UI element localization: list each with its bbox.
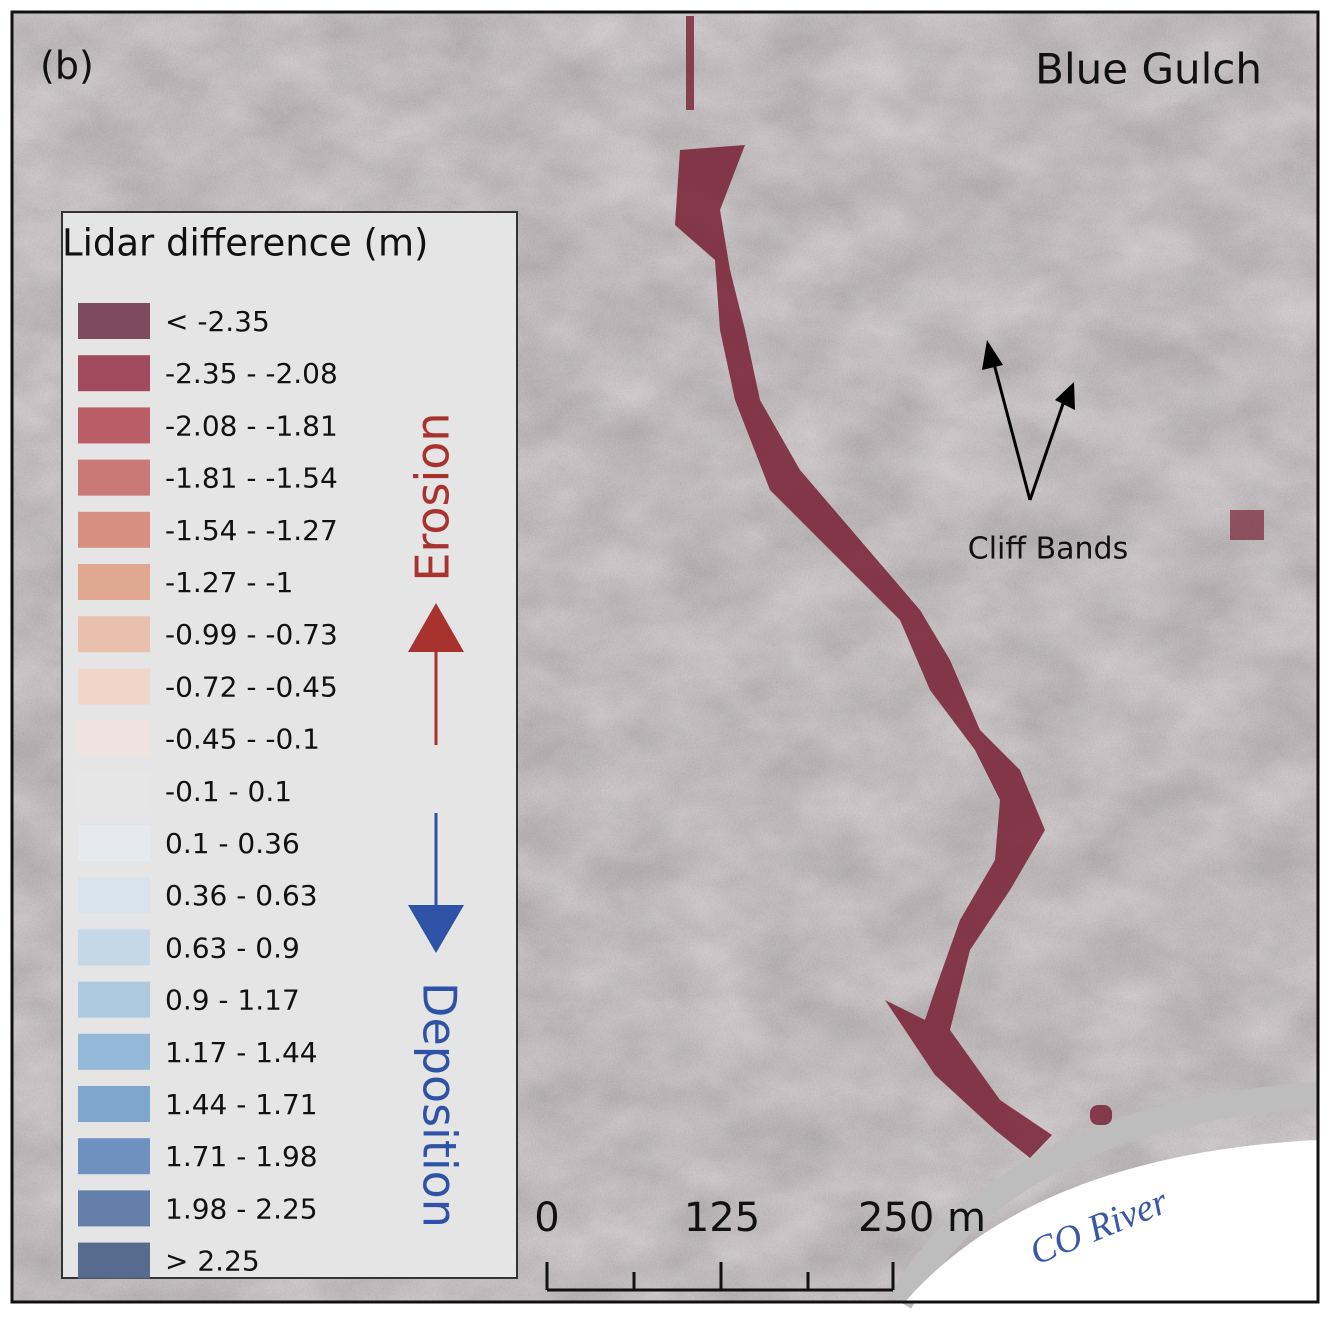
legend-label: 1.71 - 1.98 <box>165 1140 318 1173</box>
legend-swatch <box>78 877 150 914</box>
legend-label: -0.1 - 0.1 <box>165 775 292 808</box>
scale-label: 0 <box>534 1195 559 1241</box>
legend-swatch <box>78 720 150 757</box>
legend-swatch <box>78 1242 150 1279</box>
legend-swatch <box>78 825 150 861</box>
legend-label: -0.99 - -0.73 <box>165 618 338 651</box>
cliff-arrows <box>982 340 1075 501</box>
direction-indicators: Erosion Deposition <box>406 412 467 1228</box>
legend-label: -1.54 - -1.27 <box>165 514 338 547</box>
legend-swatch <box>78 1033 150 1070</box>
legend-swatch <box>78 1190 150 1227</box>
legend-swatch <box>78 1086 150 1122</box>
legend-swatch <box>78 668 150 705</box>
scale-label: 250 m <box>858 1195 986 1241</box>
erosion-label: Erosion <box>406 412 460 581</box>
site-name: Blue Gulch <box>1035 45 1262 94</box>
legend-label: 0.1 - 0.36 <box>165 827 300 860</box>
legend-swatch <box>78 981 150 1018</box>
legend-label: -1.81 - -1.54 <box>165 462 338 495</box>
scale-bar <box>545 1262 895 1292</box>
deposition-label: Deposition <box>413 982 467 1228</box>
road <box>888 1082 1319 1309</box>
legend-swatch <box>78 929 150 966</box>
legend-label: -0.45 - -0.1 <box>165 723 320 756</box>
legend-label: -2.35 - -2.08 <box>165 357 338 390</box>
deposition-arrowhead <box>408 905 464 953</box>
legend-title: Lidar difference (m) <box>62 222 428 265</box>
legend-swatch <box>78 303 150 339</box>
legend-label: < -2.35 <box>165 305 270 338</box>
erosion-arrowhead <box>408 603 464 652</box>
erosion-patch <box>1230 510 1264 540</box>
legend-label: 1.17 - 1.44 <box>165 1036 318 1069</box>
legend-label: 0.9 - 1.17 <box>165 984 300 1017</box>
erosion-patch <box>1090 1105 1112 1125</box>
legend-swatch <box>78 616 150 653</box>
panel-label: (b) <box>40 44 94 88</box>
legend-label: 0.63 - 0.9 <box>165 931 300 964</box>
legend-swatch <box>78 772 150 809</box>
legend-label: 1.98 - 2.25 <box>165 1192 318 1225</box>
erosion-gully <box>675 145 1052 1158</box>
legend-swatch <box>78 459 150 496</box>
river <box>905 1140 1318 1302</box>
legend-label: -0.72 - -0.45 <box>165 670 338 703</box>
legend-swatch <box>78 407 150 444</box>
legend-swatch <box>78 511 150 548</box>
legend-swatch <box>78 1138 150 1175</box>
scale-labels: 0 125 250 m <box>534 1195 986 1241</box>
legend-label: 0.36 - 0.63 <box>165 879 318 912</box>
legend-label: 1.44 - 1.71 <box>165 1088 318 1121</box>
legend-swatch <box>78 564 150 600</box>
legend-label: -2.08 - -1.81 <box>165 409 338 442</box>
legend-label: -1.27 - -1 <box>165 566 293 599</box>
cliff-bands-label: Cliff Bands <box>968 532 1128 567</box>
legend-label: > 2.25 <box>165 1245 260 1278</box>
scale-label: 125 <box>684 1195 760 1241</box>
legend-swatch <box>78 355 150 392</box>
gully-top <box>686 16 694 110</box>
legend: Lidar difference (m) < -2.35 -2.35 - -2.0… <box>61 211 518 1279</box>
frame <box>10 10 1320 1304</box>
